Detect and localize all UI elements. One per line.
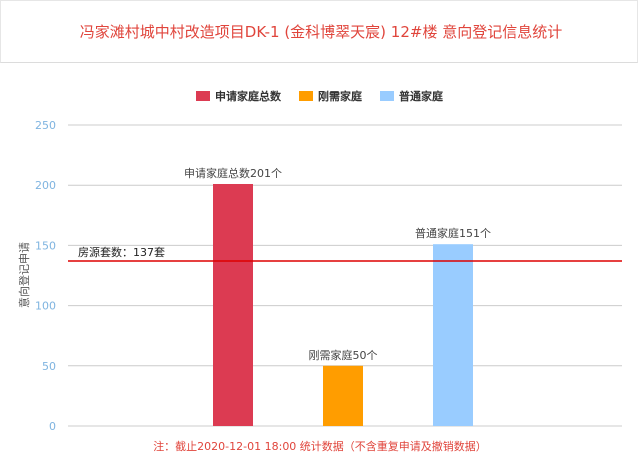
legend-swatch	[299, 91, 313, 101]
y-tick-label: 200	[35, 179, 56, 192]
bar-data-label: 普通家庭151个	[415, 226, 491, 240]
legend-label: 普通家庭	[399, 89, 443, 103]
y-tick-label: 50	[42, 360, 56, 373]
y-tick-label: 250	[35, 119, 56, 132]
chart-title: 冯家滩村城中村改造项目DK-1 (金科博翠天宸) 12#楼 意向登记信息统计	[79, 23, 563, 41]
y-tick-label: 0	[49, 420, 56, 433]
bar-data-label: 申请家庭总数201个	[184, 166, 282, 180]
legend-label: 刚需家庭	[318, 89, 362, 103]
reference-line-label: 房源套数：137套	[78, 245, 165, 259]
bar	[433, 244, 473, 426]
footnote: 注：截止2020-12-01 18:00 统计数据（不含重复申请及撤销数据）	[153, 439, 487, 453]
y-tick-label: 150	[35, 239, 56, 252]
bar	[323, 365, 363, 426]
bar-data-label: 刚需家庭50个	[309, 348, 378, 362]
y-axis-title: 意向登记申请	[17, 242, 31, 308]
legend-label: 申请家庭总数	[215, 89, 282, 103]
title-bar: 冯家滩村城中村改造项目DK-1 (金科博翠天宸) 12#楼 意向登记信息统计	[0, 0, 638, 63]
legend-swatch	[196, 91, 210, 101]
y-tick-label: 100	[35, 300, 56, 313]
legend-swatch	[380, 91, 394, 101]
bar	[213, 183, 253, 426]
